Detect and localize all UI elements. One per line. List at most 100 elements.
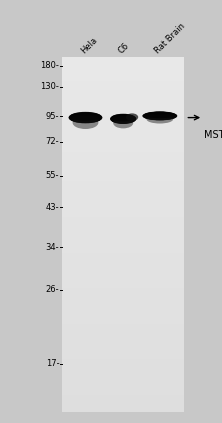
Ellipse shape [126,113,138,121]
Text: 72-: 72- [46,137,59,146]
Ellipse shape [143,113,176,120]
Ellipse shape [113,116,133,119]
Ellipse shape [147,116,173,118]
Bar [62,288,184,294]
Bar [62,383,184,389]
Bar [62,312,184,318]
Bar [62,164,184,170]
Text: 26-: 26- [46,285,59,294]
Bar [62,264,184,270]
Ellipse shape [111,116,135,124]
Ellipse shape [144,113,176,120]
Bar [62,57,184,412]
Ellipse shape [70,114,101,123]
Bar [62,330,184,335]
Bar [62,407,184,412]
Ellipse shape [143,112,177,121]
Ellipse shape [143,111,177,120]
Bar [62,176,184,181]
Ellipse shape [71,115,100,122]
Text: 17-: 17- [46,359,59,368]
Text: Rat Brain: Rat Brain [153,21,187,55]
Ellipse shape [110,114,136,124]
Bar [62,318,184,324]
Ellipse shape [113,118,133,129]
Bar [62,258,184,264]
Bar [62,57,184,63]
Bar [62,353,184,359]
Text: Hela: Hela [79,35,99,55]
Bar [62,110,184,116]
Bar [62,247,184,253]
Ellipse shape [145,113,175,118]
Bar [62,87,184,93]
Bar [62,205,184,211]
Ellipse shape [144,112,176,118]
Bar [62,99,184,104]
Ellipse shape [146,115,174,119]
Bar [62,93,184,99]
Text: 34-: 34- [46,243,59,252]
Bar [62,104,184,110]
Ellipse shape [112,117,134,123]
Bar [62,128,184,134]
Bar [62,294,184,300]
Ellipse shape [69,112,102,124]
Ellipse shape [69,115,102,121]
Bar [62,371,184,377]
Bar [62,181,184,187]
Bar [62,359,184,365]
Bar [62,347,184,353]
Bar [62,276,184,282]
Ellipse shape [73,116,98,129]
Bar [62,229,184,235]
Bar [62,365,184,371]
Bar [62,158,184,164]
Bar [62,217,184,223]
Bar [62,152,184,158]
Ellipse shape [143,112,176,119]
Bar [62,377,184,383]
Bar [62,395,184,401]
Ellipse shape [111,115,136,124]
Bar [62,116,184,122]
Bar [62,389,184,395]
Text: C6: C6 [117,41,131,55]
Bar [62,170,184,176]
Text: 95-: 95- [46,112,59,121]
Bar [62,69,184,75]
Bar [62,75,184,81]
Bar [62,211,184,217]
Bar [62,146,184,152]
Ellipse shape [72,113,99,119]
Ellipse shape [71,113,100,120]
Text: 43-: 43- [46,203,59,212]
Ellipse shape [146,113,174,117]
Bar [62,324,184,330]
Ellipse shape [69,112,101,122]
Bar [62,140,184,146]
Ellipse shape [111,116,136,121]
Ellipse shape [73,114,98,118]
Ellipse shape [112,115,134,121]
Ellipse shape [143,114,177,118]
Bar [62,306,184,312]
Text: MST1: MST1 [204,130,222,140]
Bar [62,241,184,247]
Bar [62,81,184,87]
Ellipse shape [69,112,102,123]
Ellipse shape [111,114,136,123]
Text: 180-: 180- [40,61,59,70]
Bar [62,134,184,140]
Bar [62,63,184,69]
Bar [62,401,184,407]
Ellipse shape [73,118,98,121]
Text: 55-: 55- [46,171,59,180]
Bar [62,300,184,306]
Bar [62,335,184,341]
Bar [62,223,184,229]
Bar [62,235,184,241]
Ellipse shape [147,113,173,116]
Ellipse shape [70,113,101,121]
Bar [62,341,184,347]
